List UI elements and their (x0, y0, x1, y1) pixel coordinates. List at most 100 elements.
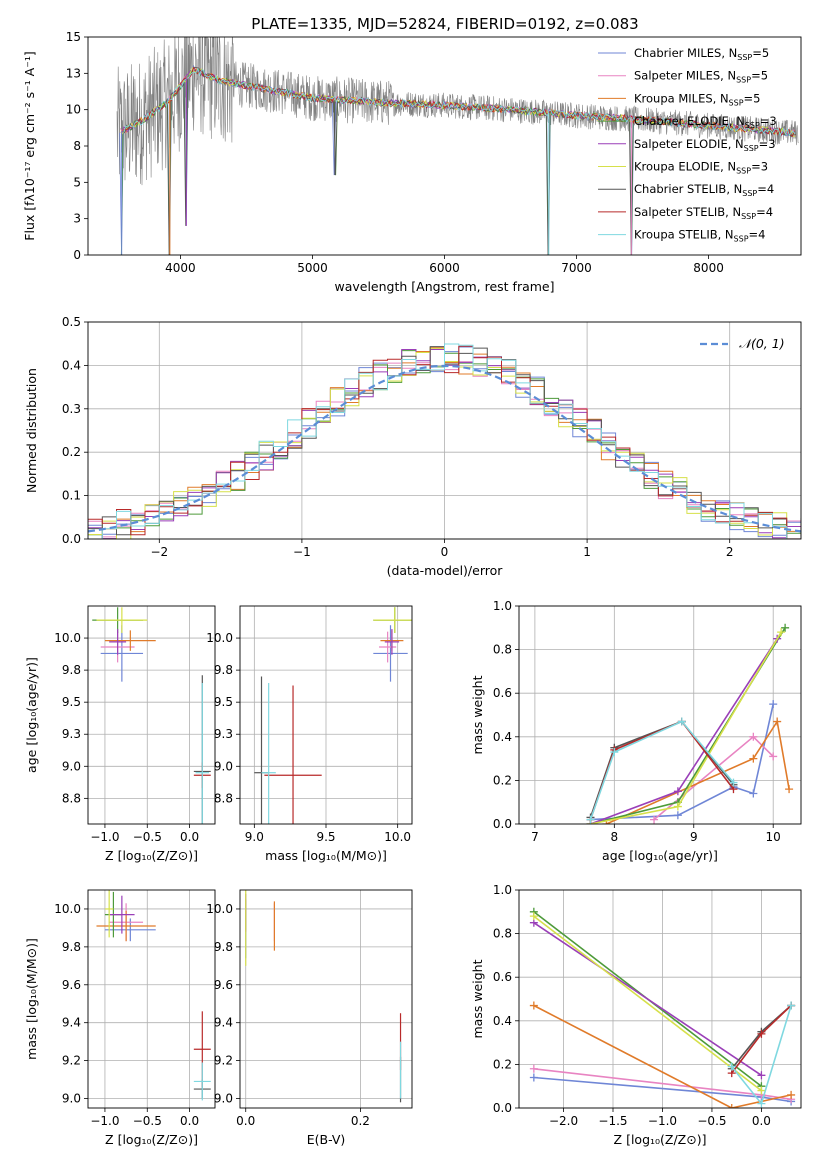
y-tick-label: 9.6 (62, 978, 81, 992)
y-tick-label: 0.0 (493, 817, 512, 831)
x-tick-label: −2.0 (549, 1114, 578, 1128)
axes-residuals: −2 −1 0 1 2 0.0 0.1 0.2 0.3 0.4 0.5 (data-model)/er… (24, 315, 802, 578)
legend-entry: Salpeter ELODIE, NSSP=3 (634, 137, 776, 153)
mass-weight-marker (757, 1086, 766, 1095)
y-tick-label: 0.8 (493, 643, 512, 657)
legend-count: =4 (756, 205, 773, 219)
y-tick-label: 9.2 (214, 1054, 233, 1068)
legend-subscript: SSP (734, 235, 749, 244)
mass-weight-marker (757, 1029, 766, 1038)
legend-entry: Salpeter STELIB, NSSP=4 (634, 205, 773, 221)
x-axis-label: mass [log₁₀(M/M⊙)] (265, 848, 387, 863)
legend-count: =4 (749, 228, 766, 242)
legend-entry: Kroupa ELODIE, NSSP=3 (634, 160, 768, 176)
y-tick-label: 9.3 (62, 727, 81, 741)
mass-weight-line (533, 922, 762, 1076)
x-axis-label: Z [log₁₀(Z/Z⊙)] (614, 1132, 707, 1147)
x-tick-label: 1 (583, 545, 591, 559)
x-axis-label: Z [log₁₀(Z/Z⊙)] (105, 848, 198, 863)
legend-count: =5 (744, 91, 761, 105)
y-tick-label: 0.4 (62, 358, 81, 372)
x-tick-label: 9 (690, 830, 698, 844)
legend-entry: Kroupa MILES, NSSP=5 (634, 91, 760, 107)
legend-subscript: SSP (745, 121, 760, 130)
y-tick-label: 9.0 (214, 1092, 233, 1106)
x-tick-label: 9.5 (316, 830, 335, 844)
y-tick-label: 0.3 (62, 402, 81, 416)
mass-weight-line (533, 915, 762, 1092)
x-tick-label: −1.0 (90, 1114, 119, 1128)
x-tick-label: 10 (766, 830, 781, 844)
mass-weight-marker (529, 1073, 538, 1082)
mass-weight-marker (673, 811, 682, 820)
mass-weight-marker (529, 1064, 538, 1073)
legend-subscript: SSP (742, 189, 757, 198)
legend-entry: Kroupa STELIB, NSSP=4 (634, 228, 765, 244)
x-tick-label: 8000 (693, 261, 724, 275)
x-axis-label: age [log₁₀(age/yr)] (602, 848, 718, 863)
y-tick-label: 0.8 (493, 927, 512, 941)
x-axis-label: (data-model)/error (387, 563, 504, 578)
legend-count: =5 (751, 69, 768, 83)
plot-area (529, 907, 796, 1108)
x-tick-label: −0.5 (697, 1114, 726, 1128)
observed-spectrum-line (116, 37, 799, 186)
y-tick-label: 9.6 (214, 978, 233, 992)
model-spectrum-line (123, 67, 796, 137)
mass-weight-marker (769, 700, 778, 709)
axes-frame (87, 321, 802, 540)
mass-weight-marker (769, 752, 778, 761)
x-tick-label: 7 (531, 830, 539, 844)
axes-frame (239, 889, 413, 1109)
axes-frame (87, 36, 802, 256)
y-tick-label: 10.0 (206, 902, 233, 916)
mass-weight-marker (749, 754, 758, 763)
y-tick-label: 0.1 (62, 489, 81, 503)
x-tick-label: 9.0 (245, 830, 264, 844)
y-tick-label: 10 (66, 103, 81, 117)
x-tick-label: −1.0 (648, 1114, 677, 1128)
x-tick-label: 6000 (429, 261, 460, 275)
y-tick-label: 9.4 (214, 1016, 233, 1030)
y-tick-label: 8.8 (62, 791, 81, 805)
x-tick-label: 0.0 (236, 1114, 255, 1128)
y-tick-label: 9.8 (62, 663, 81, 677)
y-tick-label: 15 (66, 30, 81, 44)
legend-entry: Salpeter MILES, NSSP=5 (634, 69, 768, 85)
mass-weight-marker (673, 787, 682, 796)
legend-subscript: SSP (744, 144, 759, 153)
y-tick-label: 13 (66, 66, 81, 80)
axes-frame (518, 889, 802, 1109)
axes-frame (518, 605, 802, 825)
mass-weight-line (533, 1004, 792, 1108)
y-tick-label: 0.2 (493, 773, 512, 787)
x-tick-label: 5000 (297, 261, 328, 275)
axes-age-vs-Z: −1.0 −0.5 0.0 8.8 9.0 9.3 9.5 9.8 10.0 Z [log₁₀(Z… (24, 605, 216, 863)
axes-age-vs-mass: 9.0 9.5 10.0 8.8 9.0 9.3 9.5 9.8 10.0 mass [log₁₀… (206, 605, 413, 863)
x-axis-label: E(B-V) (307, 1132, 346, 1147)
figure-title: PLATE=1335, MJD=52824, FIBERID=0192, z=0… (251, 15, 638, 33)
legend-subscript: SSP (729, 98, 744, 107)
mass-weight-marker (785, 785, 794, 794)
mass-weight-marker (777, 628, 786, 637)
x-tick-label: 0.0 (180, 830, 199, 844)
y-tick-label: 9.8 (214, 663, 233, 677)
y-tick-label: 0.6 (493, 970, 512, 984)
mass-weight-marker (677, 717, 686, 726)
plot-area (586, 623, 794, 824)
legend-entry: Chabrier ELODIE, NSSP=3 (634, 114, 777, 130)
y-tick-label: 9.0 (62, 759, 81, 773)
legend-subscript: SSP (737, 53, 752, 62)
mass-weight-line (589, 720, 735, 818)
y-tick-label: 9.5 (62, 695, 81, 709)
axes-spectrum: 4000 5000 6000 7000 8000 0 3 5 8 10 13 15 wavelength… (22, 30, 802, 294)
axes-frame (239, 605, 413, 825)
legend: Chabrier MILES, NSSP=5 Salpeter MILES, NS… (598, 46, 777, 244)
y-tick-label: 0.4 (493, 1014, 512, 1028)
y-tick-label: 9.4 (62, 1016, 81, 1030)
axes-mass-weight-vs-Z: −2.0 −1.5 −1.0 −0.5 0.0 0.0 0.2 0.4 0.6 0.8 1.0 Z [… (470, 883, 802, 1147)
y-tick-label: 0.2 (493, 1057, 512, 1071)
mass-weight-marker (781, 623, 790, 632)
